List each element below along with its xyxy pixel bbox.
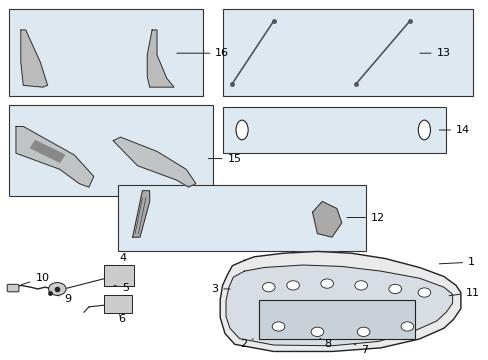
Text: 9: 9	[57, 294, 72, 303]
Circle shape	[262, 283, 275, 292]
Circle shape	[400, 322, 413, 331]
Text: 15: 15	[208, 154, 241, 163]
Text: 2: 2	[239, 339, 253, 348]
FancyBboxPatch shape	[222, 9, 472, 96]
Circle shape	[272, 322, 285, 331]
Text: 3: 3	[211, 284, 229, 294]
FancyBboxPatch shape	[222, 107, 446, 153]
FancyBboxPatch shape	[259, 300, 414, 339]
Polygon shape	[312, 202, 341, 237]
Text: 8: 8	[319, 338, 331, 349]
FancyBboxPatch shape	[118, 185, 366, 251]
Text: 14: 14	[438, 125, 469, 135]
Circle shape	[48, 283, 66, 296]
Circle shape	[286, 281, 299, 290]
Ellipse shape	[236, 120, 247, 140]
Text: 12: 12	[346, 212, 384, 222]
Text: 10: 10	[21, 273, 49, 284]
Polygon shape	[220, 251, 460, 351]
Polygon shape	[225, 265, 452, 346]
Text: 7: 7	[353, 344, 367, 355]
Text: 5: 5	[114, 283, 129, 293]
Circle shape	[310, 327, 323, 337]
Text: 1: 1	[438, 257, 474, 267]
FancyBboxPatch shape	[104, 265, 134, 287]
Text: 11: 11	[448, 288, 479, 297]
FancyBboxPatch shape	[9, 9, 203, 96]
Text: 6: 6	[118, 314, 125, 324]
FancyBboxPatch shape	[104, 295, 131, 313]
Circle shape	[388, 284, 401, 294]
Text: 13: 13	[419, 48, 449, 58]
Polygon shape	[21, 30, 47, 87]
Circle shape	[320, 279, 333, 288]
Ellipse shape	[417, 120, 429, 140]
Polygon shape	[30, 141, 64, 162]
Text: 16: 16	[177, 48, 229, 58]
Polygon shape	[113, 137, 196, 187]
Circle shape	[354, 281, 367, 290]
Polygon shape	[16, 126, 94, 187]
Text: 4: 4	[119, 253, 126, 266]
FancyBboxPatch shape	[9, 105, 212, 196]
Polygon shape	[132, 191, 149, 237]
FancyBboxPatch shape	[7, 284, 19, 292]
Circle shape	[417, 288, 430, 297]
Polygon shape	[147, 30, 174, 87]
Circle shape	[357, 327, 369, 337]
